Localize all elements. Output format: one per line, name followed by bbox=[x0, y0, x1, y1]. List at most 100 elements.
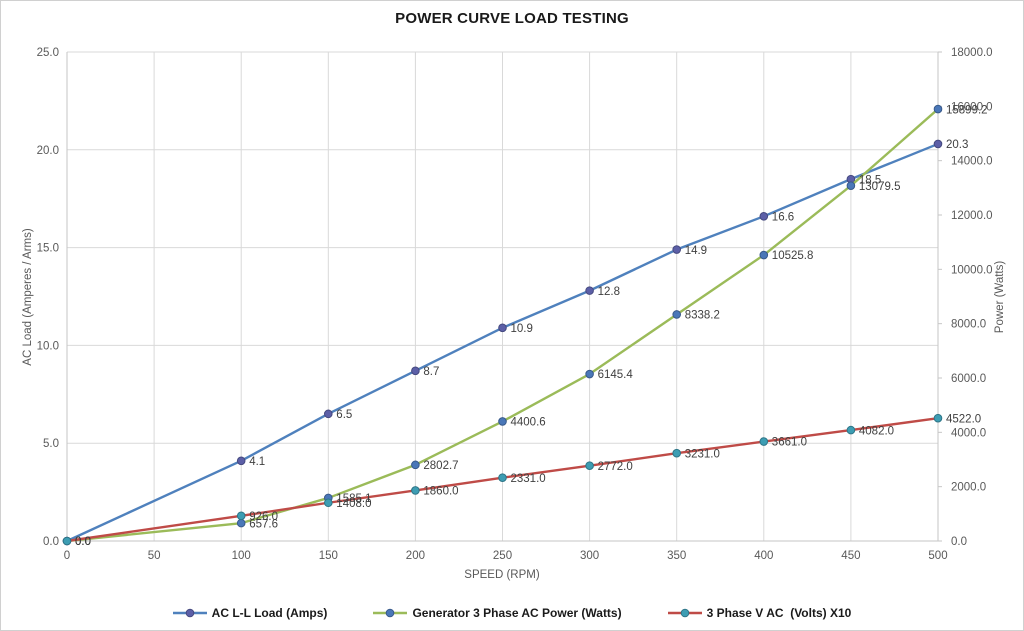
right-tick-label: 6000.0 bbox=[951, 373, 986, 385]
data-label-series-0: 16.6 bbox=[772, 212, 794, 224]
data-point-series-1 bbox=[933, 104, 943, 114]
x-tick-label: 100 bbox=[232, 550, 251, 562]
legend-item-2: 3 Phase V AC (Volts) X10 bbox=[667, 606, 851, 620]
x-tick-label: 0 bbox=[64, 550, 70, 562]
data-point-series-2 bbox=[672, 448, 682, 458]
legend-marker-icon bbox=[667, 608, 702, 618]
series-line-0 bbox=[65, 142, 940, 543]
left-tick-label: 10.0 bbox=[37, 340, 59, 352]
legend-item-0: AC L-L Load (Amps) bbox=[172, 606, 328, 620]
x-tick-label: 400 bbox=[754, 550, 773, 562]
right-tick-label: 4000.0 bbox=[951, 427, 986, 439]
data-label-series-2: 2772.0 bbox=[598, 461, 633, 473]
series-line-1 bbox=[65, 107, 940, 543]
data-label-series-2: 3231.0 bbox=[685, 448, 720, 460]
x-tick-label: 50 bbox=[148, 550, 161, 562]
x-tick-label: 250 bbox=[493, 550, 512, 562]
data-label-series-1: 0.0 bbox=[75, 536, 91, 548]
data-point-series-0 bbox=[759, 212, 769, 221]
data-label-series-1: 657.6 bbox=[249, 518, 278, 530]
data-label-series-2: 1860.0 bbox=[423, 486, 458, 498]
right-tick-label: 8000.0 bbox=[951, 319, 986, 331]
data-label-series-0: 18.5 bbox=[859, 174, 881, 186]
data-point-series-2 bbox=[324, 498, 333, 508]
data-label-series-0: 12.8 bbox=[598, 286, 620, 298]
right-tick-label: 0.0 bbox=[951, 536, 967, 548]
right-tick-label: 10000.0 bbox=[951, 264, 993, 276]
right-tick-label: 12000.0 bbox=[951, 210, 993, 222]
data-label-series-0: 20.3 bbox=[946, 139, 968, 151]
data-point-series-0 bbox=[672, 245, 682, 254]
data-point-series-0 bbox=[411, 366, 420, 376]
data-label-series-2: 4522.0 bbox=[946, 413, 981, 425]
left-tick-label: 15.0 bbox=[37, 243, 59, 255]
left-tick-label: 0.0 bbox=[43, 536, 59, 548]
chart-title: POWER CURVE LOAD TESTING bbox=[395, 10, 629, 27]
data-label-series-0: 10.9 bbox=[511, 323, 533, 335]
data-label-series-2: 2331.0 bbox=[511, 473, 546, 485]
data-label-series-2: 4082.0 bbox=[859, 425, 894, 437]
right-tick-label: 16000.0 bbox=[951, 101, 993, 113]
data-point-series-2 bbox=[62, 536, 72, 546]
right-tick-label: 2000.0 bbox=[951, 482, 986, 494]
data-point-series-0 bbox=[585, 286, 594, 295]
data-point-series-0 bbox=[933, 139, 943, 149]
data-label-series-1: 2802.7 bbox=[423, 460, 458, 472]
data-point-series-1 bbox=[846, 181, 856, 190]
legend-label: AC L-L Load (Amps) bbox=[211, 606, 328, 620]
legend: AC L-L Load (Amps) Generator 3 Phase AC P… bbox=[1, 606, 1023, 620]
right-tick-label: 14000.0 bbox=[951, 156, 993, 168]
data-point-series-1 bbox=[759, 250, 769, 260]
x-axis-title: SPEED (RPM) bbox=[464, 569, 540, 581]
data-point-series-2 bbox=[933, 413, 943, 423]
data-point-series-2 bbox=[585, 461, 594, 470]
left-tick-label: 20.0 bbox=[37, 145, 59, 157]
data-point-series-2 bbox=[759, 437, 769, 446]
legend-label: Generator 3 Phase AC Power (Watts) bbox=[412, 606, 622, 620]
left-tick-label: 5.0 bbox=[43, 438, 59, 450]
left-tick-label: 25.0 bbox=[37, 47, 59, 59]
data-label-series-0: 14.9 bbox=[685, 245, 707, 257]
data-point-series-1 bbox=[585, 369, 594, 379]
x-tick-label: 150 bbox=[319, 550, 338, 562]
data-label-series-2: 0.0 bbox=[75, 536, 91, 548]
legend-item-1: Generator 3 Phase AC Power (Watts) bbox=[373, 606, 622, 620]
data-label-series-1: 4400.6 bbox=[511, 417, 546, 429]
data-label-series-2: 3661.0 bbox=[772, 437, 807, 449]
data-label-series-2: 1408.0 bbox=[336, 498, 371, 510]
x-tick-label: 500 bbox=[928, 550, 947, 562]
data-point-series-2 bbox=[411, 486, 420, 495]
x-tick-label: 450 bbox=[841, 550, 860, 562]
series-line-2 bbox=[65, 416, 940, 543]
data-point-series-2 bbox=[236, 511, 246, 521]
right-tick-label: 18000.0 bbox=[951, 47, 993, 59]
data-label-series-2: 926.0 bbox=[249, 511, 278, 523]
data-label-series-1: 8338.2 bbox=[685, 310, 720, 322]
data-point-series-0 bbox=[236, 456, 246, 466]
data-point-series-1 bbox=[498, 417, 507, 426]
data-label-series-1: 6145.4 bbox=[598, 369, 634, 381]
x-tick-label: 200 bbox=[406, 550, 425, 562]
data-label-series-0: 4.1 bbox=[249, 456, 265, 468]
data-label-series-0: 6.5 bbox=[336, 409, 352, 421]
legend-marker-icon bbox=[172, 608, 207, 618]
data-label-series-0: 0.0 bbox=[75, 536, 91, 548]
data-label-series-1: 15899.2 bbox=[946, 104, 988, 116]
right-axis-title: Power (Watts) bbox=[994, 261, 1006, 334]
data-point-series-2 bbox=[846, 425, 856, 435]
data-point-series-1 bbox=[672, 310, 682, 319]
data-point-series-1 bbox=[411, 460, 420, 470]
data-label-series-1: 13079.5 bbox=[859, 181, 901, 193]
x-tick-label: 350 bbox=[667, 550, 686, 562]
data-point-series-1 bbox=[236, 518, 246, 528]
legend-marker-icon bbox=[373, 608, 408, 618]
data-point-series-0 bbox=[498, 323, 507, 333]
data-label-series-1: 10525.8 bbox=[772, 250, 814, 262]
data-label-series-1: 1585.1 bbox=[336, 493, 371, 505]
data-label-series-0: 8.7 bbox=[423, 366, 439, 378]
data-point-series-2 bbox=[498, 473, 507, 482]
x-tick-label: 300 bbox=[580, 550, 599, 562]
left-axis-title: AC Load (Amperes / Arms) bbox=[22, 228, 34, 366]
